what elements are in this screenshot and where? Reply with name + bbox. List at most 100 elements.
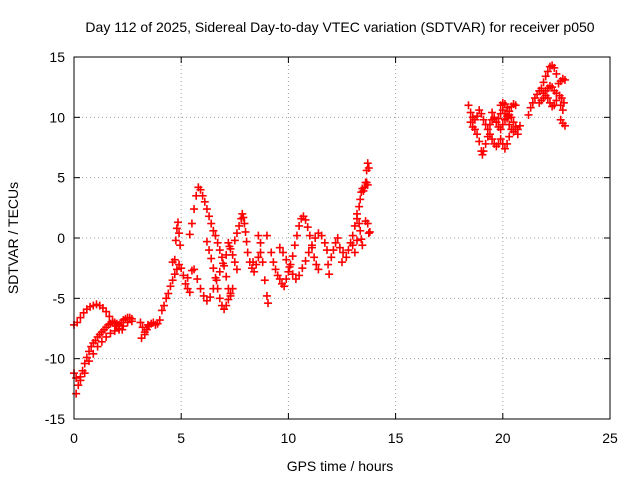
data-point <box>500 144 509 153</box>
data-point <box>238 209 247 218</box>
data-point <box>288 270 297 279</box>
data-point <box>93 342 102 351</box>
data-point <box>258 258 267 267</box>
data-point <box>359 186 368 195</box>
data-point <box>185 288 194 297</box>
data-point <box>172 265 181 274</box>
data-point <box>217 253 226 262</box>
data-point <box>164 289 173 298</box>
data-point <box>325 270 334 279</box>
data-point <box>329 246 338 255</box>
data-point <box>470 125 479 134</box>
data-point <box>200 197 209 206</box>
data-point <box>215 267 224 276</box>
data-point <box>206 293 215 302</box>
data-point <box>500 109 509 118</box>
data-point <box>199 291 208 300</box>
data-point <box>215 294 224 303</box>
data-point <box>102 332 111 341</box>
data-point <box>363 180 372 189</box>
data-point <box>488 108 497 117</box>
data-point <box>254 253 263 262</box>
data-point <box>473 112 482 121</box>
data-point <box>364 229 373 238</box>
data-point <box>353 236 362 245</box>
data-point <box>242 237 251 246</box>
data-point <box>509 118 518 127</box>
data-point <box>73 318 82 327</box>
data-point <box>239 213 248 222</box>
data-point <box>171 236 180 245</box>
data-point <box>202 205 211 214</box>
data-point <box>298 264 307 273</box>
data-point <box>515 121 524 130</box>
data-point <box>240 219 249 228</box>
data-point <box>226 244 235 253</box>
x-tick-label: 0 <box>70 430 78 446</box>
grid-lines <box>74 57 610 419</box>
axes: 0 5 10 15 20 25 -15 -10 -5 0 5 10 15 <box>45 49 618 446</box>
data-point <box>183 273 192 282</box>
data-point <box>228 250 237 259</box>
data-point <box>509 127 518 136</box>
data-point <box>235 221 244 230</box>
data-point <box>196 284 205 293</box>
data-point <box>224 238 233 247</box>
data-point <box>72 389 81 398</box>
data-point <box>539 78 548 87</box>
data-point <box>478 150 487 159</box>
data-point <box>333 234 342 242</box>
data-point <box>185 230 194 239</box>
data-point <box>168 276 177 285</box>
data-point <box>181 279 190 288</box>
x-tick-label: 25 <box>602 430 618 446</box>
data-point <box>356 195 365 204</box>
data-point <box>228 284 237 293</box>
data-point <box>105 312 114 321</box>
data-point <box>550 101 559 110</box>
data-point <box>505 132 514 141</box>
data-point <box>324 260 333 269</box>
data-point <box>558 106 567 115</box>
data-point <box>193 275 202 284</box>
data-point <box>115 324 124 333</box>
data-point <box>196 185 205 194</box>
data-point <box>552 96 561 105</box>
data-point <box>505 107 514 116</box>
data-point <box>464 101 473 110</box>
data-point <box>503 139 512 148</box>
chart-title: Day 112 of 2025, Sidereal Day-to-day VTE… <box>85 19 594 35</box>
data-point <box>552 89 561 98</box>
data-point <box>327 253 336 262</box>
data-point <box>288 252 297 261</box>
data-point <box>170 270 179 279</box>
data-point <box>205 212 214 221</box>
data-point <box>282 275 291 284</box>
data-point <box>295 271 304 280</box>
data-point <box>207 219 216 228</box>
data-point <box>211 231 220 240</box>
data-point <box>342 253 351 262</box>
data-point <box>205 246 214 255</box>
data-point <box>106 329 115 338</box>
data-point <box>275 243 284 252</box>
data-point <box>219 259 228 268</box>
data-point <box>488 135 497 144</box>
data-point <box>76 313 85 322</box>
data-point <box>310 253 319 262</box>
data-point <box>166 282 175 291</box>
data-point <box>552 69 561 78</box>
data-point <box>250 267 259 276</box>
data-point <box>490 113 499 122</box>
data-point <box>356 226 365 235</box>
data-point <box>350 248 359 257</box>
data-point <box>479 147 488 156</box>
data-point <box>355 219 364 228</box>
data-point <box>138 323 147 332</box>
data-point <box>365 227 374 236</box>
data-point <box>541 72 550 81</box>
data-point <box>260 276 269 285</box>
data-point <box>256 238 265 247</box>
y-tick-label: -5 <box>53 290 66 306</box>
